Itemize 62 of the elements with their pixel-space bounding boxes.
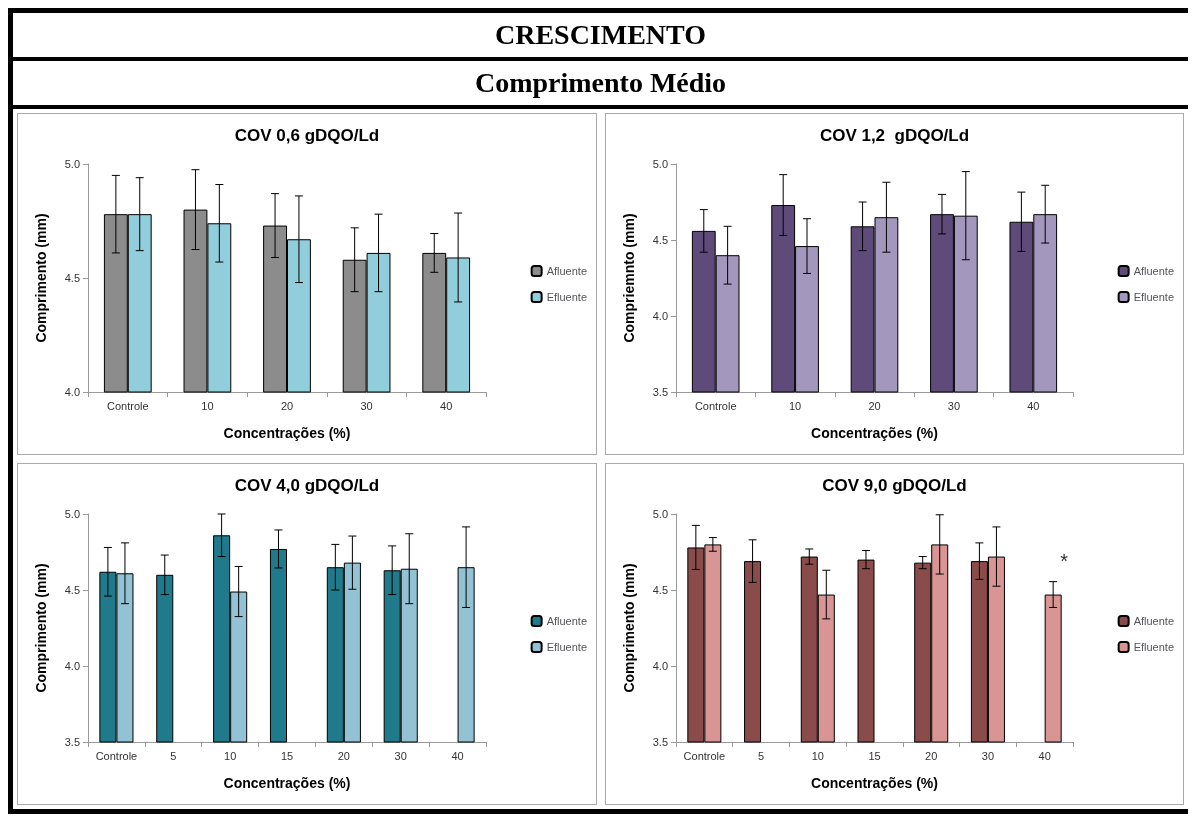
x-tick-label: 5 <box>170 749 177 762</box>
y-tick-label: 4.0 <box>64 386 80 398</box>
y-axis-title: Comprimento (mm) <box>33 213 49 343</box>
x-tick-label: 40 <box>451 749 464 762</box>
x-tick-label: 10 <box>224 749 237 762</box>
legend-label: Efluente <box>546 641 588 653</box>
legend-label: Efluente <box>546 291 588 303</box>
x-tick-label: Controle <box>694 399 737 412</box>
x-tick-label: 15 <box>868 749 881 762</box>
x-tick-label: 10 <box>788 399 802 412</box>
x-axis-title: Concentrações (%) <box>811 775 938 791</box>
x-tick-label: 20 <box>337 749 350 762</box>
y-tick-label: 5.0 <box>64 158 80 170</box>
y-tick-label: 4.5 <box>64 584 80 596</box>
x-axis-title: Concentrações (%) <box>223 775 351 791</box>
x-tick-label: 20 <box>868 399 881 412</box>
x-axis-title: Concentrações (%) <box>811 425 938 441</box>
chart-title: COV 4,0 gDQO/Ld <box>234 476 380 495</box>
x-axis-title: Concentrações (%) <box>223 425 351 441</box>
x-tick-label: 10 <box>201 399 214 412</box>
y-axis-title: Comprimento (mm) <box>33 563 49 693</box>
x-tick-label: 30 <box>394 749 407 762</box>
x-tick-label: Controle <box>683 749 726 762</box>
y-tick-label: 3.5 <box>652 386 668 398</box>
y-tick-label: 4.5 <box>652 584 668 596</box>
annotation: * <box>1060 549 1069 572</box>
text: CRESCIMENTO <box>13 13 1188 61</box>
chart-title: COV 9,0 gDQO/Ld <box>822 476 967 495</box>
y-axis-title: Compriemnto (mm) <box>621 213 637 343</box>
legend-label: Afluente <box>1133 615 1175 627</box>
x-tick-label: 30 <box>981 749 995 762</box>
x-tick-label: Controle <box>107 399 149 412</box>
legend-label: Afluente <box>546 265 588 277</box>
legend-label: Afluente <box>1133 265 1175 277</box>
y-tick-label: 4.0 <box>652 660 668 672</box>
x-tick-label: 40 <box>440 399 453 412</box>
x-tick-label: 30 <box>947 399 961 412</box>
x-tick-label: 20 <box>280 399 294 412</box>
y-tick-label: 5.0 <box>652 508 668 520</box>
chart-title: COV 1,2 gDQO/Ld <box>819 126 970 145</box>
legend-label: Afluente <box>546 615 588 627</box>
text: Comprimento Médio <box>13 61 1188 109</box>
x-tick-label: 10 <box>811 749 824 762</box>
legend-label: Efluente <box>1133 291 1175 303</box>
x-tick-label: 40 <box>1027 399 1040 412</box>
x-tick-label: 30 <box>360 399 373 412</box>
y-tick-label: 4.5 <box>64 272 80 284</box>
y-tick-label: 3.5 <box>652 736 668 748</box>
y-tick-label: 4.0 <box>64 660 80 672</box>
y-tick-label: 5.0 <box>64 508 80 520</box>
y-tick-label: 3.5 <box>64 736 80 748</box>
legend-label: Efluente <box>1133 641 1175 653</box>
chart-title: COV 0,6 gDQO/Ld <box>234 126 380 145</box>
x-tick-label: 15 <box>280 749 294 762</box>
x-tick-label: 40 <box>1038 749 1051 762</box>
y-tick-label: 5.0 <box>652 158 668 170</box>
y-tick-label: 4.5 <box>652 234 668 246</box>
x-tick-label: 20 <box>925 749 938 762</box>
x-tick-label: 5 <box>758 749 765 762</box>
y-tick-label: 4.0 <box>652 310 668 322</box>
x-tick-label: Controle <box>95 749 138 762</box>
y-axis-title: Comprimento (mm) <box>621 563 637 693</box>
